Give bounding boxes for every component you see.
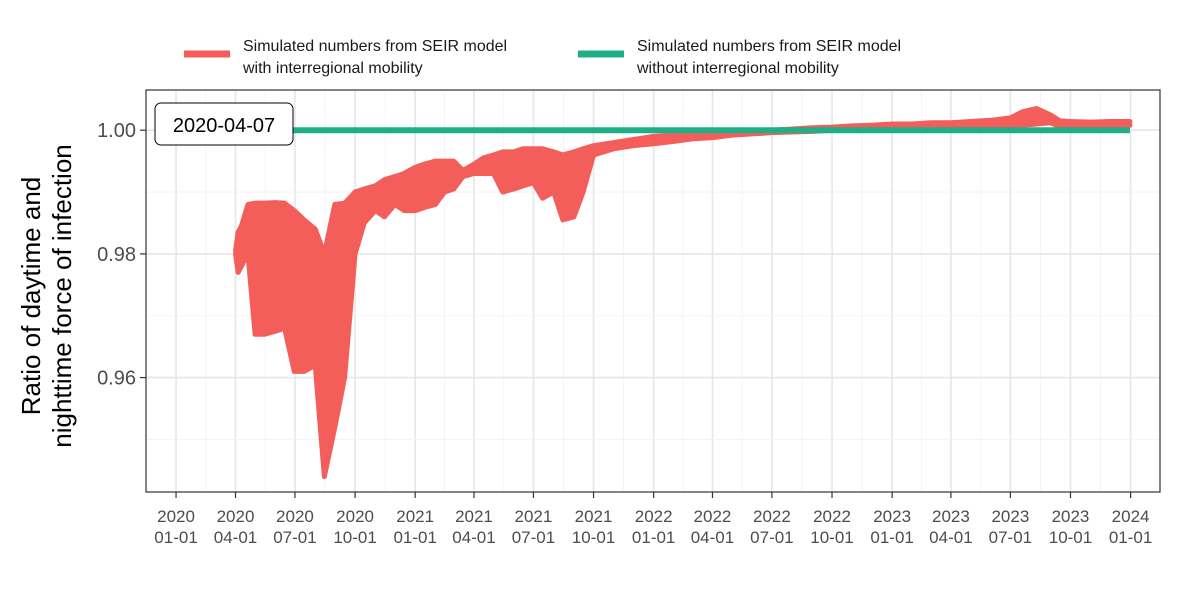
x-tick-label-year: 2023: [932, 507, 970, 526]
x-tick-label-monthday: 10-01: [1049, 528, 1092, 547]
x-tick-label-monthday: 01-01: [154, 528, 197, 547]
series-with-mobility-upper: [233, 106, 1133, 257]
x-tick-label-monthday: 07-01: [989, 528, 1032, 547]
x-tick-label-monthday: 01-01: [632, 528, 675, 547]
x-tick-label-year: 2022: [635, 507, 673, 526]
x-tick-label-year: 2020: [336, 507, 374, 526]
x-tick-label-year: 2023: [873, 507, 911, 526]
legend-label-1-line1: Simulated numbers from SEIR model: [243, 38, 507, 55]
legend: Simulated numbers from SEIR model with in…: [184, 38, 901, 77]
annotation-label: 2020-04-07: [173, 115, 275, 137]
x-tick-label-monthday: 04-01: [214, 528, 257, 547]
x-tick-label-monthday: 10-01: [333, 528, 376, 547]
y-axis-label: Ratio of daytime and nighttime force of i…: [16, 144, 77, 448]
x-tick-label-year: 2020: [276, 507, 314, 526]
axis-layer: 2020 01-01 2020 04-01 2020 07-01 2020 10-01 2021…: [97, 120, 1152, 547]
x-tick-label-year: 2022: [753, 507, 791, 526]
y-axis-title-line1: Ratio of daytime and: [16, 177, 46, 415]
x-tick-label-monthday: 04-01: [929, 528, 972, 547]
x-tick-label-year: 2021: [396, 507, 434, 526]
x-tick-label-year: 2024: [1112, 507, 1150, 526]
x-tick-label-year: 2023: [1052, 507, 1090, 526]
x-tick-label-monthday: 04-01: [691, 528, 734, 547]
legend-label-2-line1: Simulated numbers from SEIR model: [637, 38, 901, 55]
y-tick-label: 0.96: [97, 368, 136, 390]
x-tick-label-monthday: 07-01: [750, 528, 793, 547]
x-tick-label-monthday: 04-01: [452, 528, 495, 547]
annotation-layer: 2020-04-07: [154, 102, 294, 146]
x-tick-label-year: 2021: [575, 507, 613, 526]
x-tick-label-monthday: 10-01: [810, 528, 853, 547]
annotation-box: [154, 102, 294, 146]
y-tick-label: 1.00: [97, 120, 136, 142]
x-tick-label-year: 2020: [217, 507, 255, 526]
y-axis-title-line2: nighttime force of infection: [47, 144, 77, 448]
x-tick-label-monthday: 01-01: [393, 528, 436, 547]
series-with-mobility-lower: [233, 120, 1133, 480]
x-tick-label-monthday: 10-01: [572, 528, 615, 547]
x-tick-label-year: 2023: [991, 507, 1029, 526]
x-tick-label-year: 2022: [813, 507, 851, 526]
x-tick-label-year: 2022: [694, 507, 732, 526]
y-tick-label: 0.98: [97, 244, 136, 266]
x-tick-label-year: 2021: [455, 507, 493, 526]
x-tick-label-monthday: 01-01: [1109, 528, 1152, 547]
series-layer: [233, 106, 1133, 480]
x-tick-label-monthday: 07-01: [512, 528, 555, 547]
x-tick-label-year: 2020: [157, 507, 195, 526]
legend-label-2-line2: without interregional mobility: [636, 60, 839, 77]
x-tick-label-monthday: 01-01: [870, 528, 913, 547]
plot-border: [145, 89, 1161, 493]
x-tick-label-year: 2021: [515, 507, 553, 526]
x-tick-label-monthday: 07-01: [273, 528, 316, 547]
legend-label-1-line2: with interregional mobility: [242, 60, 423, 77]
